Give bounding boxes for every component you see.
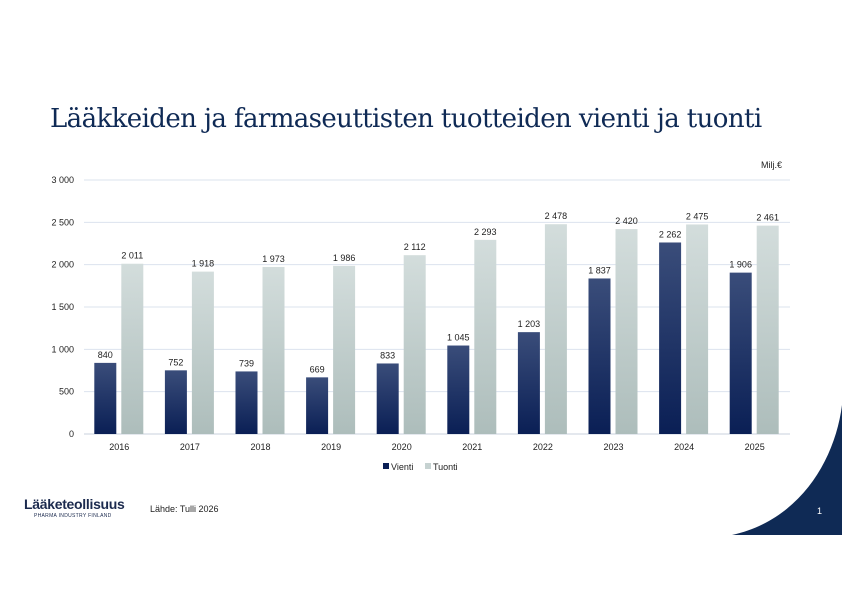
y-tick-label: 0 bbox=[69, 429, 74, 439]
x-tick-label: 2016 bbox=[109, 442, 129, 452]
bar-tuonti bbox=[403, 255, 426, 434]
data-label-vienti: 1 906 bbox=[729, 260, 752, 270]
data-label-tuonti: 2 293 bbox=[474, 227, 497, 237]
bar-vienti bbox=[659, 242, 682, 434]
data-label-vienti: 1 203 bbox=[518, 319, 541, 329]
bar-tuonti bbox=[333, 265, 356, 434]
x-tick-label: 2023 bbox=[603, 442, 623, 452]
source-note: Lähde: Tulli 2026 bbox=[150, 504, 219, 514]
bar-tuonti bbox=[686, 224, 709, 434]
data-label-vienti: 2 262 bbox=[659, 229, 682, 239]
data-label-tuonti: 2 475 bbox=[686, 211, 709, 221]
bar-tuonti bbox=[121, 263, 144, 434]
data-label-vienti: 1 837 bbox=[588, 265, 611, 275]
logo-text: Lääketeollisuus bbox=[24, 496, 125, 512]
x-tick-label: 2017 bbox=[180, 442, 200, 452]
bar-vienti bbox=[447, 345, 470, 434]
bar-vienti bbox=[588, 278, 611, 434]
data-label-vienti: 669 bbox=[310, 364, 325, 374]
unit-label: Milj.€ bbox=[761, 160, 782, 170]
data-label-tuonti: 2 461 bbox=[756, 213, 779, 223]
bar-tuonti bbox=[262, 266, 285, 434]
data-label-tuonti: 1 918 bbox=[192, 259, 215, 269]
legend: Vienti Tuonti bbox=[383, 462, 458, 472]
decorative-corner-shape bbox=[732, 405, 842, 535]
data-label-tuonti: 2 011 bbox=[121, 251, 143, 261]
y-tick-label: 1 000 bbox=[51, 344, 74, 354]
y-tick-label: 3 000 bbox=[51, 175, 74, 185]
bar-vienti bbox=[729, 272, 752, 434]
bar-tuonti bbox=[544, 224, 567, 434]
bar-vienti bbox=[235, 371, 258, 434]
x-tick-label: 2019 bbox=[321, 442, 341, 452]
x-tick-label: 2020 bbox=[392, 442, 412, 452]
bar-vienti bbox=[376, 363, 399, 434]
x-tick-label: 2024 bbox=[674, 442, 694, 452]
page-title: Lääkkeiden ja farmaseuttisten tuotteiden… bbox=[50, 104, 762, 134]
bar-tuonti bbox=[615, 229, 638, 434]
data-label-vienti: 752 bbox=[168, 357, 183, 367]
legend-swatch-vienti bbox=[383, 463, 389, 469]
page-number: 1 bbox=[816, 506, 822, 516]
x-tick-label: 2025 bbox=[745, 442, 765, 452]
x-tick-label: 2022 bbox=[533, 442, 553, 452]
data-label-tuonti: 2 420 bbox=[615, 216, 638, 226]
x-tick-label: 2021 bbox=[462, 442, 482, 452]
y-tick-label: 500 bbox=[59, 387, 74, 397]
bar-tuonti bbox=[474, 239, 497, 434]
bar-vienti bbox=[94, 362, 117, 434]
data-label-vienti: 833 bbox=[380, 350, 395, 360]
x-tick-label: 2018 bbox=[250, 442, 270, 452]
y-tick-label: 1 500 bbox=[51, 302, 74, 312]
bar-vienti bbox=[164, 370, 187, 434]
bar-tuonti bbox=[756, 225, 779, 434]
data-label-vienti: 1 045 bbox=[447, 333, 470, 343]
data-label-tuonti: 1 973 bbox=[262, 254, 285, 264]
y-tick-label: 2 500 bbox=[51, 217, 74, 227]
data-label-tuonti: 2 478 bbox=[545, 211, 568, 221]
company-logo: Lääketeollisuus PHARMA INDUSTRY FINLAND bbox=[24, 496, 125, 520]
logo-subtext: PHARMA INDUSTRY FINLAND bbox=[34, 513, 112, 519]
bar-vienti bbox=[517, 332, 540, 434]
bar-vienti bbox=[306, 377, 329, 434]
data-label-tuonti: 1 986 bbox=[333, 253, 356, 263]
legend-label-tuonti: Tuonti bbox=[433, 462, 458, 472]
data-label-tuonti: 2 112 bbox=[404, 242, 426, 252]
y-tick-label: 2 000 bbox=[51, 260, 74, 270]
bar-tuonti bbox=[191, 271, 214, 434]
data-label-vienti: 739 bbox=[239, 358, 254, 368]
data-label-vienti: 840 bbox=[98, 350, 113, 360]
legend-label-vienti: Vienti bbox=[391, 462, 413, 472]
legend-swatch-tuonti bbox=[425, 463, 431, 469]
